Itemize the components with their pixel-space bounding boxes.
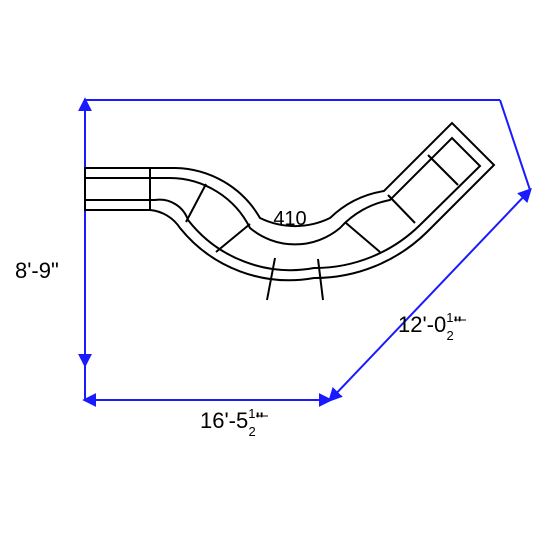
center-label: 410: [273, 208, 306, 230]
dim-left: 8'-9": [15, 258, 59, 283]
dim-diagonal: 12'-012": [398, 310, 462, 343]
dim-bottom: 16'-512": [200, 406, 264, 439]
